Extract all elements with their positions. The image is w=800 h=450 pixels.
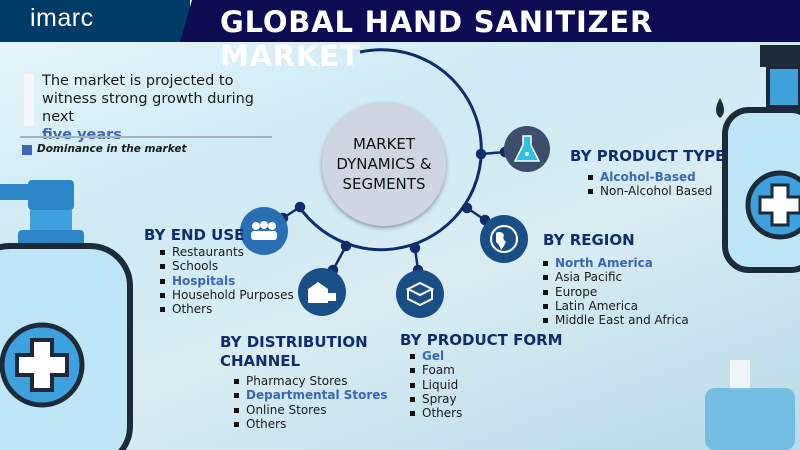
center-line: SEGMENTS xyxy=(342,175,426,193)
center-line: MARKET xyxy=(352,135,416,153)
intro-accent-bar xyxy=(24,74,34,126)
sanitizer-bottle-right-illustration xyxy=(716,45,800,273)
sanitizer-bottle-left-illustration xyxy=(0,180,133,450)
heading-line: BY DISTRIBUTION xyxy=(220,333,368,351)
list-item: Others xyxy=(234,417,388,431)
intro-highlight: five years xyxy=(42,127,122,143)
warehouse-truck-icon xyxy=(298,268,346,316)
list-distribution: Pharmacy Stores Departmental Stores Onli… xyxy=(234,374,388,431)
heading-product-form: BY PRODUCT FORM xyxy=(400,331,563,349)
heading-end-use: BY END USE xyxy=(144,226,245,244)
divider xyxy=(20,136,272,138)
page-title: GLOBAL HAND SANITIZER MARKET xyxy=(220,5,654,73)
list-item: Household Purposes xyxy=(160,288,294,302)
list-item: Online Stores xyxy=(234,403,388,417)
list-item: Asia Pacific xyxy=(543,270,689,284)
gel-pump-photo xyxy=(705,360,795,450)
legend-label: Dominance in the market xyxy=(37,143,187,155)
heading-distribution: BY DISTRIBUTION CHANNEL xyxy=(220,333,368,371)
list-product-type: Alcohol-Based Non-Alcohol Based xyxy=(588,170,712,199)
list-region: North America Asia Pacific Europe Latin … xyxy=(543,256,689,327)
list-item: Restaurants xyxy=(160,245,294,259)
list-item: Latin America xyxy=(543,299,689,313)
list-item: Middle East and Africa xyxy=(543,313,689,327)
legend-swatch xyxy=(22,145,32,155)
boxes-icon xyxy=(396,270,444,318)
list-item: Others xyxy=(160,302,294,316)
list-end-use: Restaurants Schools Hospitals Household … xyxy=(160,245,294,316)
header-logo-area xyxy=(0,0,190,42)
heading-product-type: BY PRODUCT TYPE xyxy=(570,147,726,165)
center-circle: MARKET DYNAMICS & SEGMENTS xyxy=(322,102,446,226)
intro-line: The market is projected to witness stron… xyxy=(42,73,254,125)
list-product-form: Gel Foam Liquid Spray Others xyxy=(410,349,462,420)
list-item: Departmental Stores xyxy=(234,388,388,402)
list-item: Others xyxy=(410,406,462,420)
list-item: North America xyxy=(543,256,689,270)
flask-icon xyxy=(504,126,550,172)
list-item: Alcohol-Based xyxy=(588,170,712,184)
imarc-logo: imarc xyxy=(30,4,94,32)
header-title-area xyxy=(180,0,800,42)
heading-line: CHANNEL xyxy=(220,352,301,370)
list-item: Foam xyxy=(410,363,462,377)
list-item: Non-Alcohol Based xyxy=(588,184,712,198)
list-item: Liquid xyxy=(410,378,462,392)
globe-icon xyxy=(480,215,528,263)
heading-region: BY REGION xyxy=(543,231,635,249)
list-item: Europe xyxy=(543,285,689,299)
list-item: Gel xyxy=(410,349,462,363)
center-line: DYNAMICS & xyxy=(336,155,432,173)
list-item: Pharmacy Stores xyxy=(234,374,388,388)
list-item: Spray xyxy=(410,392,462,406)
intro-text: The market is projected to witness stron… xyxy=(42,72,282,144)
list-item: Schools xyxy=(160,259,294,273)
list-item: Hospitals xyxy=(160,274,294,288)
